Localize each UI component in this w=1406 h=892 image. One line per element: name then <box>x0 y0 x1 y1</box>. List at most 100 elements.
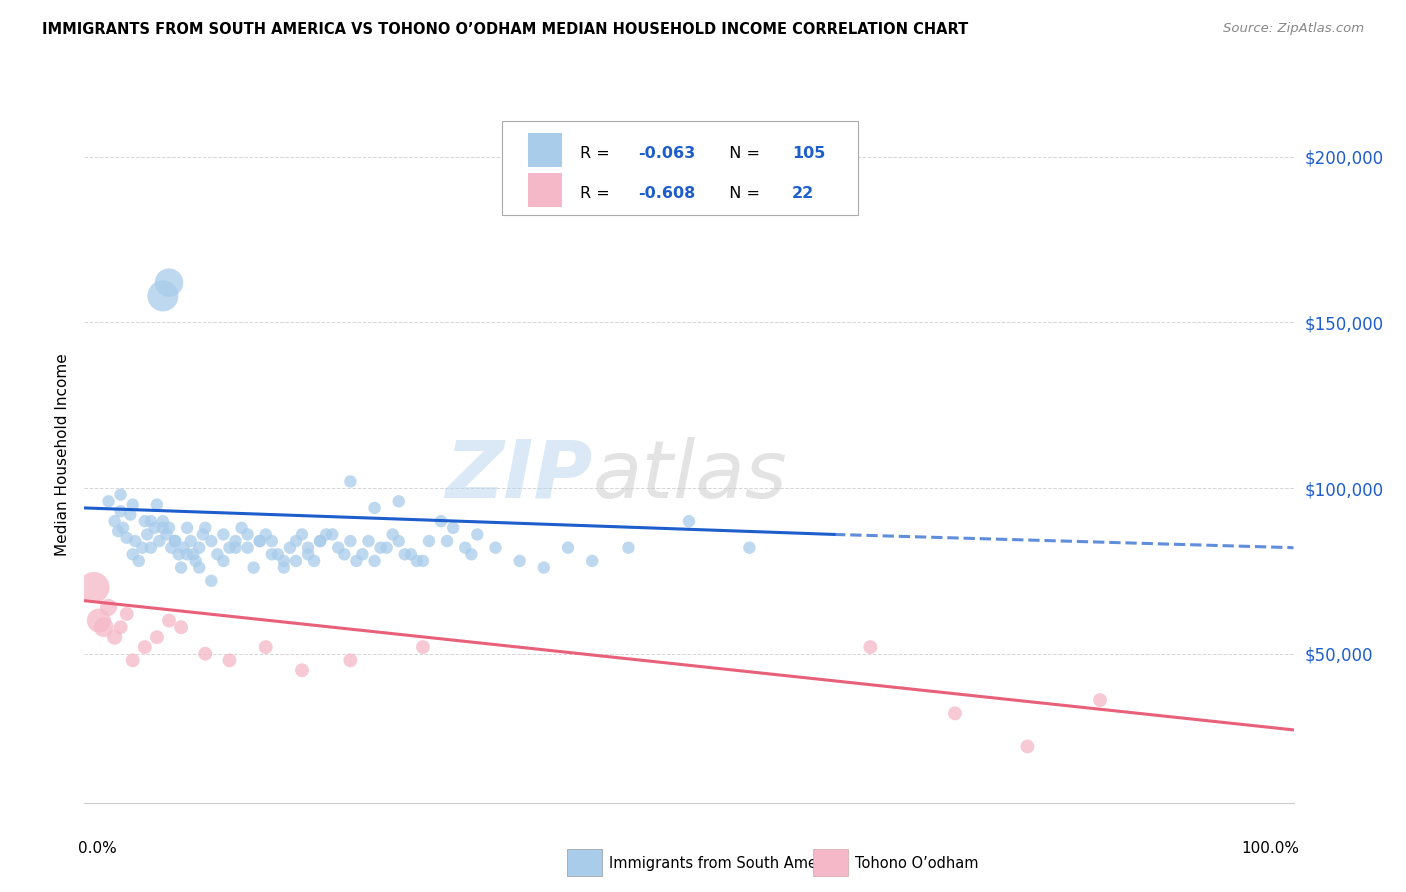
Point <box>460 547 482 561</box>
Point <box>163 534 186 549</box>
Point <box>291 527 314 541</box>
Point <box>738 541 761 555</box>
Point <box>225 534 247 549</box>
Point <box>152 521 174 535</box>
Point <box>412 554 434 568</box>
FancyBboxPatch shape <box>529 134 562 167</box>
Point <box>170 620 193 634</box>
Point <box>375 541 398 555</box>
Point <box>509 554 531 568</box>
Point <box>188 541 211 555</box>
Point <box>406 554 429 568</box>
Point <box>152 289 174 303</box>
Point <box>143 521 166 535</box>
Point <box>557 541 579 555</box>
Point <box>260 547 283 561</box>
Point <box>146 630 169 644</box>
Point <box>152 514 174 528</box>
Point <box>617 541 640 555</box>
Point <box>363 500 385 515</box>
Point <box>194 647 217 661</box>
Point <box>121 498 143 512</box>
Point <box>87 614 110 628</box>
Text: Immigrants from South America: Immigrants from South America <box>609 856 844 871</box>
Point <box>194 521 217 535</box>
Point <box>155 527 177 541</box>
Point <box>115 531 138 545</box>
Point <box>184 554 207 568</box>
Point <box>321 527 343 541</box>
Point <box>207 547 229 561</box>
Point <box>333 547 356 561</box>
Text: 105: 105 <box>792 146 825 161</box>
Point <box>180 534 202 549</box>
Point <box>212 527 235 541</box>
Point <box>291 663 314 677</box>
Point <box>200 534 222 549</box>
Point <box>176 547 198 561</box>
Point <box>121 653 143 667</box>
Point <box>167 547 190 561</box>
Point <box>363 554 385 568</box>
Point <box>173 541 195 555</box>
Point <box>454 541 477 555</box>
Point <box>254 640 277 654</box>
Point <box>218 653 240 667</box>
Point <box>339 534 361 549</box>
Point <box>181 547 204 561</box>
Point <box>309 534 332 549</box>
Point <box>157 614 180 628</box>
Text: N =: N = <box>720 146 765 161</box>
Point <box>134 640 156 654</box>
Text: R =: R = <box>581 146 614 161</box>
Point <box>188 560 211 574</box>
Point <box>115 607 138 621</box>
Point <box>160 541 183 555</box>
Point <box>273 554 295 568</box>
Point <box>339 475 361 489</box>
Point <box>328 541 350 555</box>
Text: IMMIGRANTS FROM SOUTH AMERICA VS TOHONO O’ODHAM MEDIAN HOUSEHOLD INCOME CORRELAT: IMMIGRANTS FROM SOUTH AMERICA VS TOHONO … <box>42 22 969 37</box>
Point <box>412 640 434 654</box>
Point <box>394 547 416 561</box>
Point <box>249 534 271 549</box>
Point <box>107 524 129 538</box>
Point <box>388 534 411 549</box>
Point <box>399 547 422 561</box>
Point <box>441 521 464 535</box>
Point <box>121 547 143 561</box>
Text: Tohono O’odham: Tohono O’odham <box>855 856 979 871</box>
Point <box>297 541 319 555</box>
Point <box>484 541 506 555</box>
Point <box>1088 693 1111 707</box>
Point <box>436 534 458 549</box>
Point <box>284 534 308 549</box>
Point <box>110 488 132 502</box>
Point <box>297 547 319 561</box>
Point <box>134 514 156 528</box>
Text: atlas: atlas <box>592 437 787 515</box>
Point <box>231 521 253 535</box>
Point <box>112 521 135 535</box>
Point <box>110 620 132 634</box>
Point <box>370 541 392 555</box>
Point <box>242 560 264 574</box>
Text: N =: N = <box>720 186 765 201</box>
Point <box>139 514 162 528</box>
Point <box>128 554 150 568</box>
Point <box>104 514 127 528</box>
Point <box>302 554 325 568</box>
Point <box>388 494 411 508</box>
Point <box>157 521 180 535</box>
Text: 0.0%: 0.0% <box>79 841 117 856</box>
Point <box>418 534 440 549</box>
Point <box>381 527 404 541</box>
Text: -0.608: -0.608 <box>638 186 696 201</box>
Point <box>212 554 235 568</box>
Text: Source: ZipAtlas.com: Source: ZipAtlas.com <box>1223 22 1364 36</box>
Point <box>678 514 700 528</box>
Text: 22: 22 <box>792 186 814 201</box>
Point <box>267 547 290 561</box>
Point <box>236 541 259 555</box>
Point <box>124 534 146 549</box>
